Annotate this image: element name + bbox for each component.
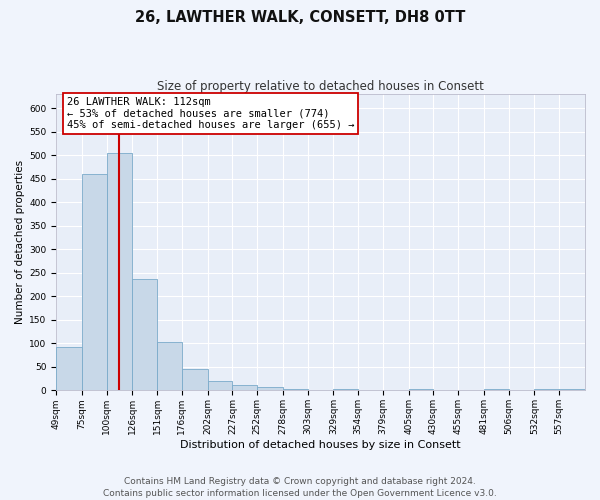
Bar — [182, 369, 208, 390]
Bar — [484, 389, 509, 390]
X-axis label: Distribution of detached houses by size in Consett: Distribution of detached houses by size … — [180, 440, 461, 450]
Bar — [257, 387, 283, 390]
Text: 26 LAWTHER WALK: 112sqm
← 53% of detached houses are smaller (774)
45% of semi-d: 26 LAWTHER WALK: 112sqm ← 53% of detache… — [67, 97, 354, 130]
Title: Size of property relative to detached houses in Consett: Size of property relative to detached ho… — [157, 80, 484, 93]
Bar — [133, 279, 157, 390]
Bar — [334, 388, 358, 390]
Bar — [107, 153, 133, 390]
Bar — [232, 385, 257, 390]
Bar — [157, 342, 182, 390]
Bar — [283, 388, 308, 390]
Bar — [56, 347, 82, 391]
Bar — [82, 174, 107, 390]
Y-axis label: Number of detached properties: Number of detached properties — [15, 160, 25, 324]
Text: 26, LAWTHER WALK, CONSETT, DH8 0TT: 26, LAWTHER WALK, CONSETT, DH8 0TT — [135, 10, 465, 25]
Bar — [409, 389, 433, 390]
Bar — [208, 382, 232, 390]
Bar — [559, 388, 585, 390]
Bar — [535, 389, 559, 390]
Text: Contains HM Land Registry data © Crown copyright and database right 2024.
Contai: Contains HM Land Registry data © Crown c… — [103, 476, 497, 498]
